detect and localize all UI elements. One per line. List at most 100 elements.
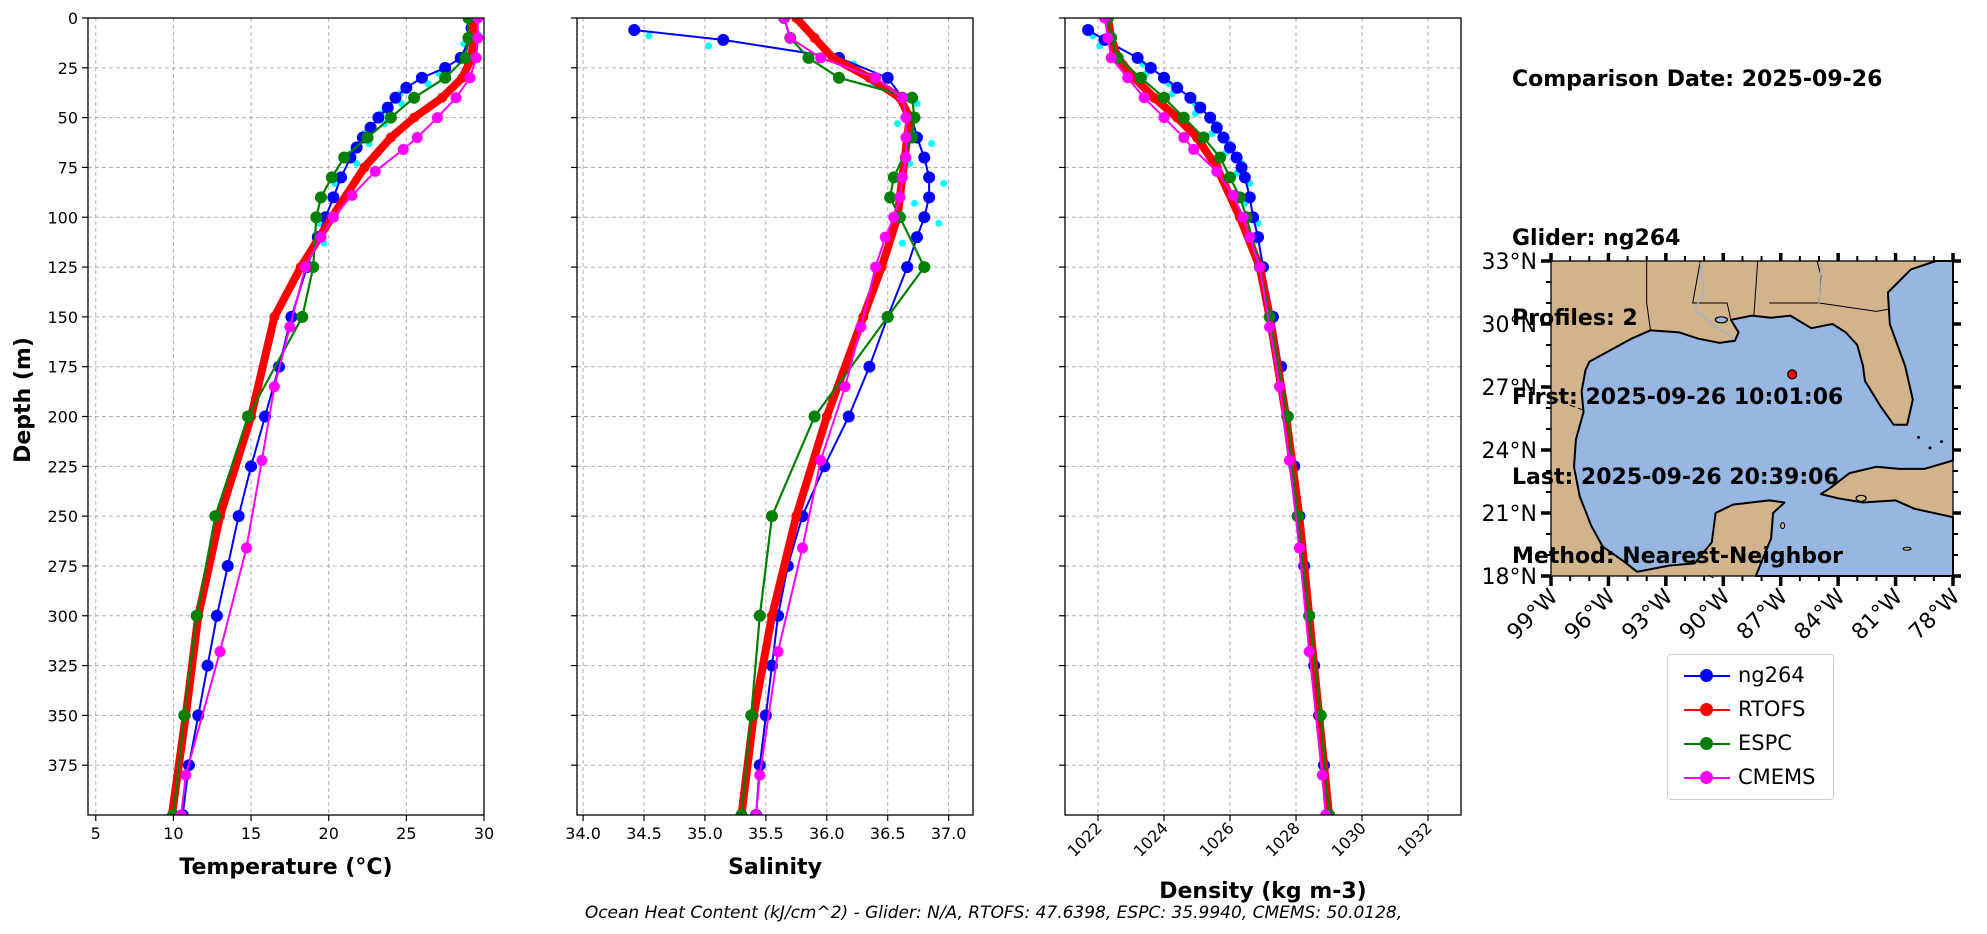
x-tick-label: 1026 (1196, 818, 1238, 860)
data-point-ng264 (201, 659, 214, 672)
data-point-rtofs (269, 311, 280, 322)
data-point-espc (439, 71, 452, 84)
series-line-ng264 (181, 27, 473, 815)
data-point-ng264 (364, 121, 377, 134)
data-point-espc (408, 91, 421, 104)
data-point-cmems (464, 72, 476, 84)
data-point-cmems (870, 261, 882, 273)
x-tick-label: 20 (319, 824, 339, 843)
data-point-cmems (1188, 144, 1200, 156)
data-point-espc (881, 310, 894, 323)
data-point-cmems (900, 132, 912, 144)
y-tick-label: 50 (58, 109, 78, 128)
y-tick-label: 150 (47, 308, 78, 327)
data-point-espc (338, 151, 351, 164)
plot-area (1082, 18, 1335, 815)
data-point-cmems (815, 454, 827, 466)
legend-item-ng264: ng264 (1676, 661, 1831, 691)
data-point-ng264 (381, 101, 394, 114)
country-border (1550, 394, 1584, 411)
data-point-cmems (754, 769, 766, 781)
x-tick-label: 35.0 (687, 824, 723, 843)
series-line-cmems (755, 18, 907, 815)
data-point-cmems (896, 171, 908, 183)
data-point-ng264 (901, 261, 914, 274)
data-point-rtofs (1149, 92, 1160, 103)
data-point-ng264 (1204, 111, 1217, 124)
data-point-cmems (778, 18, 790, 24)
raw-glider-point (940, 179, 948, 187)
data-point-ng264 (881, 71, 894, 84)
info-line: Profiles: 2 (1512, 305, 1638, 331)
plot-area (166, 18, 484, 815)
density-panel: 1022 1024 1026 1028 1030 1032 Density (kg m-3) (1059, 17, 1462, 904)
data-point-cmems (240, 542, 252, 554)
data-point-ng264 (1158, 71, 1170, 84)
data-point-espc (908, 111, 921, 124)
y-tick-label: 0 (68, 9, 78, 28)
data-point-cmems (369, 165, 381, 177)
data-point-ng264 (1171, 81, 1184, 94)
state-border (1646, 261, 1651, 331)
data-point-ng264 (415, 71, 428, 84)
data-point-ng264 (439, 61, 452, 74)
data-point-cmems (327, 211, 339, 223)
data-point-ng264 (842, 410, 855, 423)
data-point-cmems (796, 542, 808, 554)
data-point-cmems (1244, 231, 1256, 243)
raw-glider-point (928, 140, 936, 148)
map-frame (1550, 260, 1954, 577)
x-tick-label: 34.5 (626, 824, 662, 843)
data-point-ng264 (918, 211, 931, 224)
y-tick-label: 100 (47, 208, 78, 227)
info-line: Method: Nearest-Neighbor (1512, 544, 1843, 569)
data-point-cmems (888, 211, 900, 223)
data-point-cmems (894, 191, 906, 203)
data-point-espc (745, 709, 758, 722)
y-tick-label: 375 (47, 756, 78, 775)
data-point-espc (190, 609, 203, 622)
raw-glider-point (645, 32, 653, 40)
data-point-cmems (1211, 165, 1223, 177)
data-point-ng264 (245, 460, 258, 473)
data-point-cmems (268, 381, 280, 393)
y-tick-label: 175 (47, 358, 78, 377)
data-point-espc (384, 111, 397, 124)
island (1902, 546, 1912, 551)
data-point-cmems (855, 321, 867, 333)
x-tick-label: 34.0 (565, 824, 601, 843)
ocean-heat-content-footer: Ocean Heat Content (kJ/cm^2) - Glider: N… (584, 903, 1403, 923)
legend-marker (1700, 771, 1713, 784)
data-point-ng264 (717, 33, 730, 46)
data-point-cmems (472, 18, 484, 24)
x-axis-title: Temperature (°C) (179, 855, 392, 880)
data-point-espc (459, 51, 472, 64)
data-point-cmems (772, 646, 784, 658)
raw-glider-point (353, 159, 361, 167)
y-tick-label: 275 (47, 557, 78, 576)
data-point-espc (887, 171, 900, 184)
state-border (1753, 260, 1759, 316)
river (1818, 263, 1822, 306)
data-point-cmems (1122, 72, 1134, 84)
data-point-espc (241, 410, 254, 423)
data-point-ng264 (389, 91, 402, 104)
state-border (1818, 302, 1888, 312)
data-point-ng264 (1252, 231, 1265, 244)
data-point-cmems (1293, 542, 1305, 554)
lat-tick-label: 27°N (1482, 376, 1537, 401)
data-point-cmems (472, 32, 484, 44)
series-line-ng264 (1087, 29, 1330, 815)
temperature-panel: 5 10 15 20 25 3002550751001251501752002252502… (47, 9, 494, 880)
data-point-ng264 (1184, 91, 1197, 104)
data-point-ng264 (1210, 121, 1223, 134)
data-point-ng264 (1194, 101, 1207, 114)
data-point-rtofs (827, 52, 838, 63)
legend-marker (1700, 703, 1713, 716)
data-point-ng264 (1238, 171, 1251, 184)
data-point-cmems (1158, 112, 1170, 124)
data-point-espc (906, 91, 919, 104)
lat-tick-label: 18°N (1482, 565, 1537, 590)
data-point-cmems (896, 92, 908, 104)
data-point-ng264 (400, 81, 413, 94)
